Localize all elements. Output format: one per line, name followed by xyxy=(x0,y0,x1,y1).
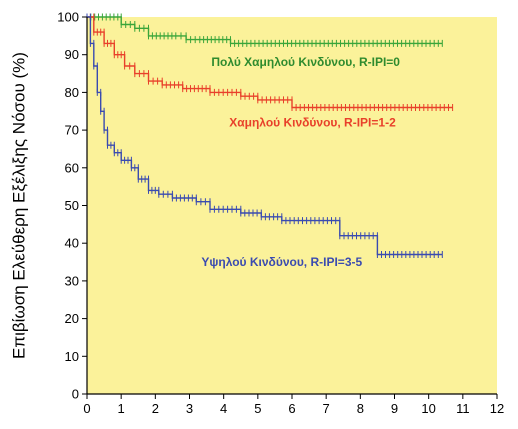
series-layer xyxy=(86,13,454,258)
y-tick-label: 90 xyxy=(65,47,79,62)
series-line-2 xyxy=(87,16,443,256)
y-tick-label: 40 xyxy=(65,236,79,251)
series-annotation-1: Χαμηλού Κινδύνου, R-IPI=1-2 xyxy=(229,115,396,129)
annotation-layer: Πολύ Χαμηλού Κινδύνου, R-IPI=0 Χαμηλού Κι… xyxy=(201,55,400,269)
x-tick-label: 4 xyxy=(220,401,227,416)
x-tick-label: 11 xyxy=(456,401,470,416)
x-tick-label: 12 xyxy=(490,401,504,416)
y-tick-label: 100 xyxy=(57,10,79,25)
x-tick-label: 1 xyxy=(118,401,125,416)
y-tick-label: 50 xyxy=(65,198,79,213)
x-tick-label: 6 xyxy=(288,401,295,416)
x-tick-label: 5 xyxy=(254,401,261,416)
plot-background xyxy=(87,17,497,394)
y-tick-label: 60 xyxy=(65,160,79,175)
series-line-1 xyxy=(87,16,453,109)
y-axis-label: Επιβίωση Ελεύθερη Εξέλιξης Νόσου (%) xyxy=(9,52,28,359)
series-2 xyxy=(86,13,443,258)
x-tick-label: 8 xyxy=(357,401,364,416)
series-annotation-2: Υψηλού Κινδύνου, R-IPI=3-5 xyxy=(201,255,362,269)
series-annotation-0: Πολύ Χαμηλού Κινδύνου, R-IPI=0 xyxy=(211,55,400,69)
y-tick-label: 30 xyxy=(65,273,79,288)
x-tick-label: 10 xyxy=(421,401,435,416)
series-1 xyxy=(86,13,454,111)
y-tick-label: 70 xyxy=(65,123,79,138)
x-tick-label: 2 xyxy=(152,401,159,416)
x-tick-label: 9 xyxy=(391,401,398,416)
y-tick-label: 10 xyxy=(65,349,79,364)
y-tick-label: 20 xyxy=(65,311,79,326)
x-tick-label: 3 xyxy=(186,401,193,416)
x-tick-label: 7 xyxy=(323,401,330,416)
y-tick-label: 80 xyxy=(65,85,79,100)
x-tick-label: 0 xyxy=(83,401,90,416)
y-tick-label: 0 xyxy=(72,387,79,402)
